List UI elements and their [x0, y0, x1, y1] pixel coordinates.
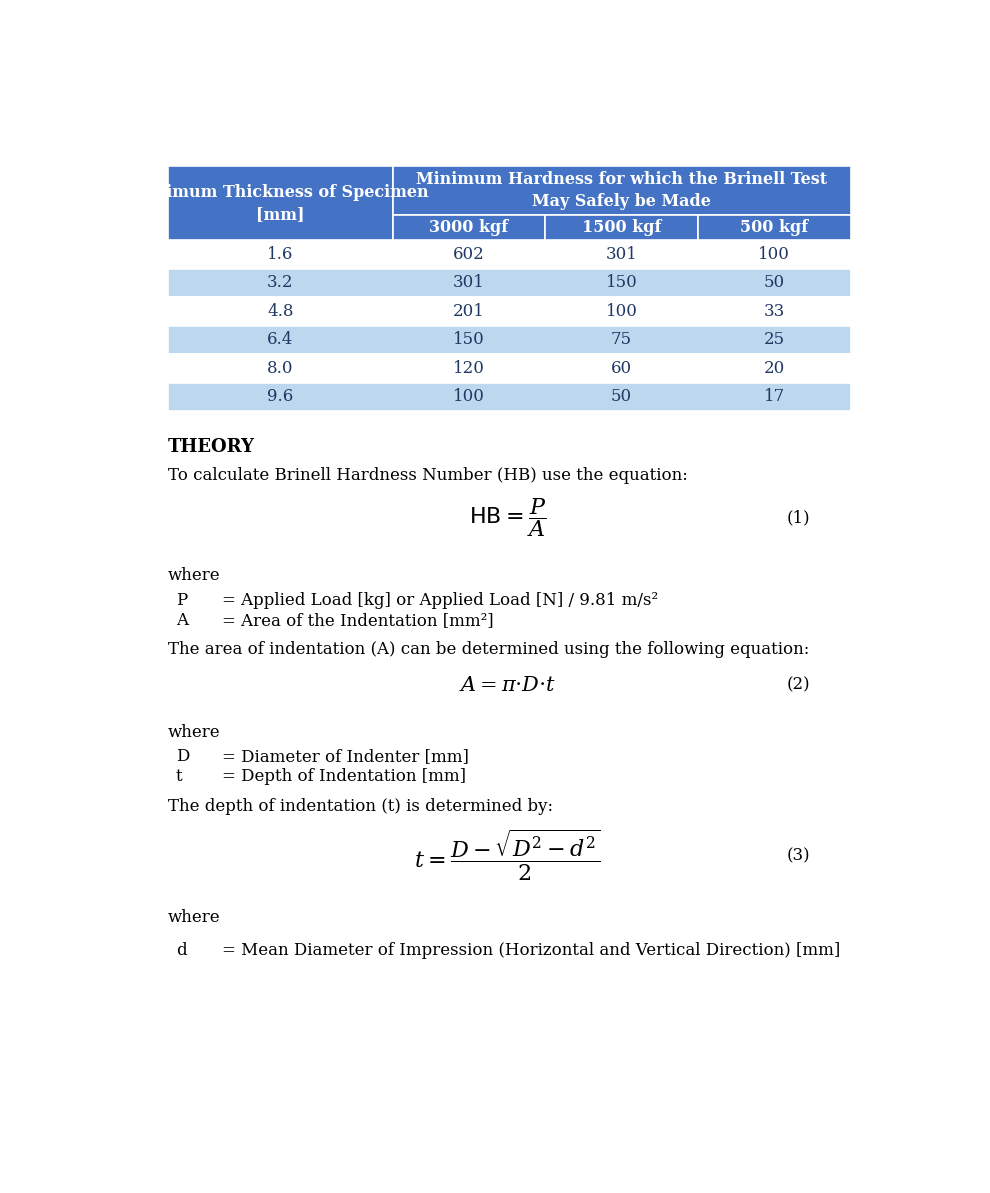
Text: 8.0: 8.0 [267, 360, 294, 377]
Text: (2): (2) [786, 676, 810, 694]
Text: 20: 20 [763, 360, 785, 377]
Text: 4.8: 4.8 [267, 303, 294, 320]
Text: where: where [168, 568, 221, 585]
Text: 150: 150 [606, 274, 638, 291]
Text: THEORY: THEORY [168, 438, 255, 456]
Bar [168, 326, 850, 354]
Text: t: t [175, 768, 182, 785]
Bar [168, 354, 850, 383]
Bar [545, 215, 698, 240]
Text: 3000 kgf: 3000 kgf [430, 220, 509, 236]
Text: 60: 60 [611, 360, 633, 377]
Text: 301: 301 [606, 246, 638, 262]
Text: 1500 kgf: 1500 kgf [582, 220, 661, 236]
Text: 100: 100 [606, 303, 638, 320]
Text: The depth of indentation (t) is determined by:: The depth of indentation (t) is determin… [168, 798, 553, 815]
Text: = Depth of Indentation [mm]: = Depth of Indentation [mm] [222, 768, 466, 785]
Bar [168, 166, 393, 240]
Text: 301: 301 [453, 274, 485, 291]
Text: = Area of the Indentation [mm²]: = Area of the Indentation [mm²] [222, 612, 494, 629]
Text: 75: 75 [611, 332, 633, 348]
Text: $\mathregular{HB} = \dfrac{P}{A}$: $\mathregular{HB} = \dfrac{P}{A}$ [468, 496, 546, 539]
Text: 100: 100 [453, 389, 485, 406]
Text: 500 kgf: 500 kgf [741, 220, 809, 236]
Bar [168, 383, 850, 412]
Text: 25: 25 [764, 332, 785, 348]
Text: $A = \pi{\cdot}D{\cdot}t$: $A = \pi{\cdot}D{\cdot}t$ [458, 675, 556, 696]
Text: 1.6: 1.6 [267, 246, 293, 262]
Text: where: where [168, 724, 221, 741]
Text: To calculate Brinell Hardness Number (HB) use the equation:: To calculate Brinell Hardness Number (HB… [168, 468, 688, 484]
Text: (3): (3) [786, 847, 810, 864]
Text: $t = \dfrac{D - \sqrt{D^2 - d^2}}{2}$: $t = \dfrac{D - \sqrt{D^2 - d^2}}{2}$ [414, 828, 601, 883]
Text: 201: 201 [453, 303, 485, 320]
Text: 9.6: 9.6 [267, 389, 293, 406]
Text: = Diameter of Indenter [mm]: = Diameter of Indenter [mm] [222, 748, 469, 766]
Text: 150: 150 [453, 332, 485, 348]
Text: = Applied Load [kg] or Applied Load [N] / 9.81 m/s²: = Applied Load [kg] or Applied Load [N] … [222, 592, 658, 610]
Text: Minimum Hardness for which the Brinell Test
May Safely be Made: Minimum Hardness for which the Brinell T… [416, 171, 828, 210]
Bar [393, 166, 850, 215]
Text: 120: 120 [453, 360, 485, 377]
Text: d: d [175, 941, 186, 959]
Text: (1): (1) [786, 509, 810, 526]
Text: A: A [175, 612, 188, 629]
Text: 50: 50 [611, 389, 633, 406]
Text: 602: 602 [453, 246, 485, 262]
Text: where: where [168, 909, 221, 926]
Bar [168, 268, 850, 297]
Bar [698, 215, 850, 240]
Text: 3.2: 3.2 [267, 274, 294, 291]
Text: = Mean Diameter of Impression (Horizontal and Vertical Direction) [mm]: = Mean Diameter of Impression (Horizonta… [222, 941, 841, 959]
Bar [393, 215, 545, 240]
Text: 100: 100 [758, 246, 790, 262]
Text: P: P [175, 592, 187, 610]
Bar [168, 297, 850, 326]
Text: The area of indentation (A) can be determined using the following equation:: The area of indentation (A) can be deter… [168, 642, 809, 659]
Text: D: D [175, 748, 189, 766]
Text: 17: 17 [763, 389, 785, 406]
Text: 50: 50 [764, 274, 785, 291]
Text: Minimum Thickness of Specimen
[mm]: Minimum Thickness of Specimen [mm] [132, 184, 429, 223]
Text: 6.4: 6.4 [267, 332, 293, 348]
Bar [168, 240, 850, 268]
Text: 33: 33 [763, 303, 785, 320]
